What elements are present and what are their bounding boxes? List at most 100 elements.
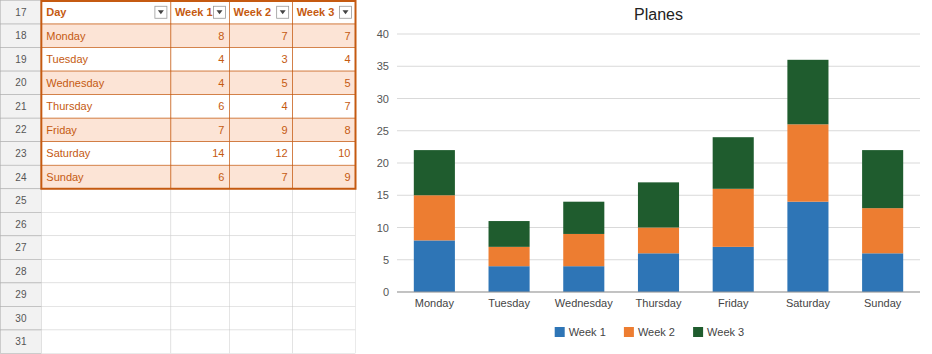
value-cell: 8 xyxy=(344,124,350,136)
legend-swatch xyxy=(555,327,565,337)
value-cell: 4 xyxy=(344,53,350,65)
row-number-cell xyxy=(1,330,42,354)
table-cell xyxy=(171,142,230,166)
row-number: 24 xyxy=(15,172,27,183)
table-border xyxy=(41,1,355,189)
bar-segment xyxy=(638,228,679,254)
table-cell xyxy=(41,165,171,189)
table-cell xyxy=(41,95,171,119)
row-number-cell xyxy=(1,283,42,307)
row-number: 18 xyxy=(15,30,27,41)
table-cell xyxy=(171,1,230,25)
row-number: 20 xyxy=(15,77,27,88)
table-cell xyxy=(41,1,171,25)
x-tick-label: Tuesday xyxy=(488,297,530,309)
grid-line xyxy=(397,130,920,131)
table-cell xyxy=(171,283,230,307)
value-cell: 14 xyxy=(212,147,224,159)
value-cell: 5 xyxy=(344,77,350,89)
filter-arrow xyxy=(280,10,286,14)
value-cell: 7 xyxy=(282,171,288,183)
table-cell xyxy=(293,189,356,213)
table-cell xyxy=(41,24,171,48)
y-tick-label: 5 xyxy=(383,254,389,266)
bar-segment xyxy=(563,234,604,266)
table-cell xyxy=(293,24,356,48)
row-number: 29 xyxy=(15,289,27,300)
value-cell: 7 xyxy=(218,124,224,136)
table-cell xyxy=(41,212,171,236)
x-tick-label: Friday xyxy=(718,297,749,309)
y-tick-label: 10 xyxy=(377,222,389,234)
table-cell xyxy=(293,283,356,307)
filter-arrow xyxy=(343,10,349,14)
table-cell xyxy=(229,165,292,189)
table-cell xyxy=(171,165,230,189)
legend-label: Week 1 xyxy=(569,326,606,338)
bar-segment xyxy=(489,247,530,266)
day-cell: Thursday xyxy=(46,100,92,112)
value-cell: 7 xyxy=(344,100,350,112)
grid-line xyxy=(397,163,920,164)
filter-button xyxy=(213,6,225,18)
value-cell: 5 xyxy=(282,77,288,89)
table-cell xyxy=(171,330,230,354)
row-number: 30 xyxy=(15,313,27,324)
filter-button xyxy=(155,6,167,18)
table: 17DayWeek 1Week 2Week 318Monday87719Tues… xyxy=(1,1,356,354)
value-cell: 7 xyxy=(282,30,288,42)
row-number-cell xyxy=(1,259,42,283)
row-number-cell xyxy=(1,306,42,330)
table-cell xyxy=(293,165,356,189)
column-header: Week 1 xyxy=(175,6,213,18)
value-cell: 8 xyxy=(218,30,224,42)
table-cell xyxy=(293,1,356,25)
table-cell xyxy=(293,48,356,72)
y-tick-label: 35 xyxy=(377,60,389,72)
filter-arrow xyxy=(158,10,164,14)
page: 17DayWeek 1Week 2Week 318Monday87719Tues… xyxy=(0,0,932,354)
y-tick-label: 40 xyxy=(377,28,389,40)
table-cell xyxy=(229,24,292,48)
value-cell: 9 xyxy=(344,171,350,183)
row-number: 17 xyxy=(15,7,27,18)
grid-line xyxy=(397,34,920,35)
bar-segment xyxy=(638,253,679,292)
bar-segment xyxy=(787,124,828,201)
y-tick-label: 25 xyxy=(377,125,389,137)
legend-label: Week 3 xyxy=(707,326,744,338)
value-cell: 12 xyxy=(275,147,287,159)
table-cell xyxy=(229,212,292,236)
bar-segment xyxy=(489,221,530,247)
value-cell: 7 xyxy=(344,30,350,42)
value-cell: 6 xyxy=(218,171,224,183)
table-cell xyxy=(293,212,356,236)
value-cell: 9 xyxy=(282,124,288,136)
table-cell xyxy=(171,189,230,213)
table-cell xyxy=(171,71,230,95)
table-cell xyxy=(41,236,171,260)
chart-title: Planes xyxy=(634,6,683,23)
row-number: 22 xyxy=(15,124,27,135)
table-cell xyxy=(229,283,292,307)
table-cell xyxy=(293,330,356,354)
bar-segment xyxy=(713,189,754,247)
x-tick-label: Saturday xyxy=(786,297,831,309)
x-axis-line xyxy=(397,292,920,293)
chart: Planes0510152025303540MondayTuesdayWedne… xyxy=(377,6,920,338)
day-cell: Tuesday xyxy=(46,53,88,65)
table-cell xyxy=(41,142,171,166)
table-cell xyxy=(229,306,292,330)
table-cell xyxy=(229,236,292,260)
day-cell: Friday xyxy=(46,124,77,136)
row-number-cell xyxy=(1,1,42,25)
table-cell xyxy=(293,142,356,166)
table-cell xyxy=(41,330,171,354)
row-number-cell xyxy=(1,142,42,166)
grid-line xyxy=(397,66,920,67)
value-cell: 4 xyxy=(282,100,288,112)
legend-swatch xyxy=(624,327,634,337)
day-cell: Wednesday xyxy=(46,77,104,89)
table-cell xyxy=(171,306,230,330)
row-number: 31 xyxy=(15,336,27,347)
